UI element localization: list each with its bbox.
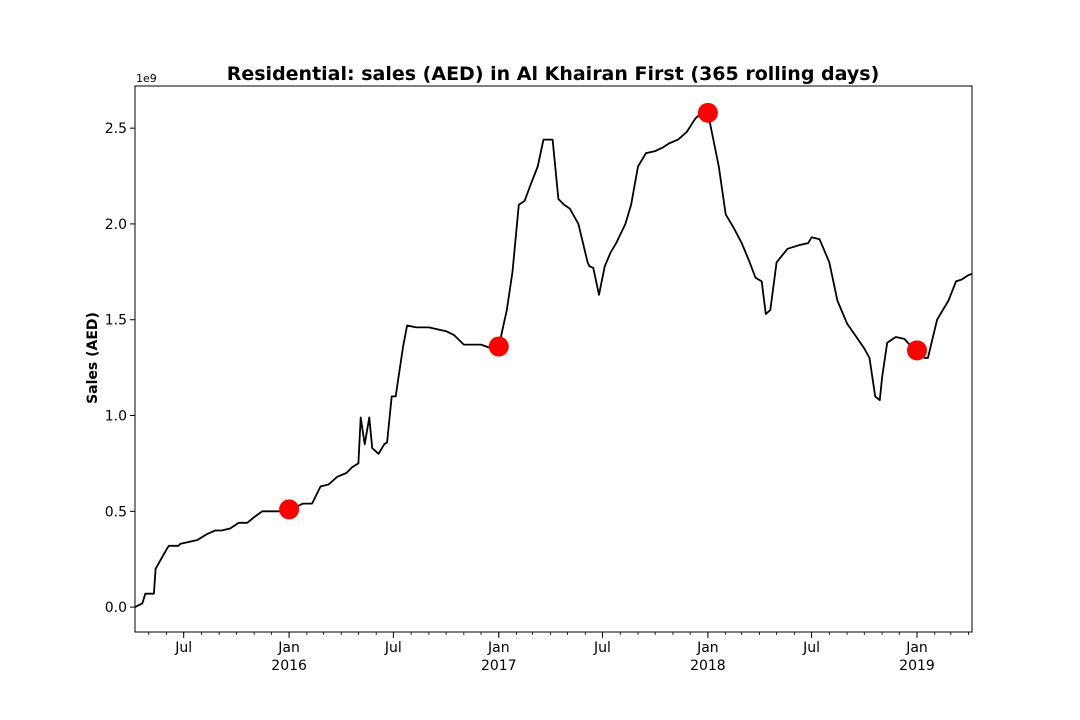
highlight-marker	[907, 340, 928, 361]
x-tick-year-label: 2016	[271, 658, 307, 674]
x-tick-label: Jul	[384, 640, 402, 656]
x-tick-label: Jan	[905, 640, 928, 656]
y-tick-label: 0.0	[105, 600, 127, 616]
x-tick-label: Jan	[487, 640, 510, 656]
x-tick-label: Jan	[696, 640, 719, 656]
x-tick-label: Jan	[277, 640, 300, 656]
highlight-marker	[279, 499, 300, 520]
x-tick-year-label: 2018	[690, 658, 726, 674]
plot-frame	[134, 85, 973, 633]
x-tick-label: Jul	[802, 640, 820, 656]
y-tick-label: 2.5	[105, 121, 127, 137]
y-tick-label: 0.5	[105, 504, 127, 520]
y-tick-label: 1.0	[105, 409, 127, 425]
y-tick-label: 2.0	[105, 217, 127, 233]
y-axis-label: Sales (AED)	[85, 312, 101, 404]
highlight-marker	[697, 102, 718, 123]
chart-title: Residential: sales (AED) in Al Khairan F…	[227, 63, 880, 85]
plot-area: 0.0 0.5 1.0 1.5 2.0 2.5 Jul Jan 2016 Jul Jan 2017 Ju…	[105, 102, 973, 674]
highlight-marker	[488, 336, 509, 357]
y-axis-scale-label: 1e9	[136, 72, 157, 85]
x-tick-year-label: 2019	[899, 658, 935, 674]
x-tick-year-label: 2017	[481, 658, 517, 674]
y-tick-label: 1.5	[105, 313, 127, 329]
x-tick-label: Jul	[174, 640, 192, 656]
x-tick-label: Jul	[593, 640, 611, 656]
sales-series-line	[134, 110, 973, 608]
